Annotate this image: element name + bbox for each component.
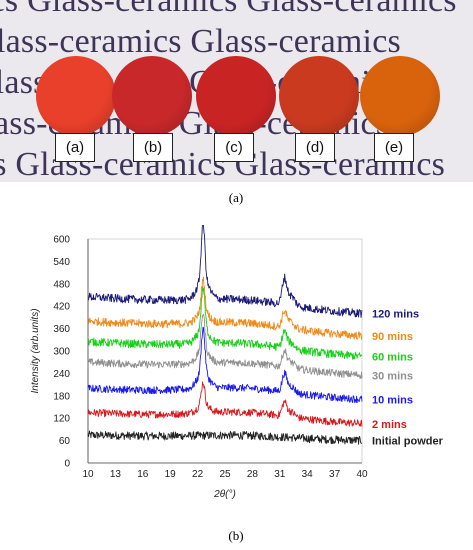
- y-tick-label: 180: [53, 391, 70, 402]
- background-text-line: ics Glass-ceramics Glass-ceramics: [0, 0, 457, 19]
- glass-ceramics-photo: ics Glass-ceramics Glass-ceramics lass-c…: [0, 0, 473, 182]
- y-tick-label: 120: [53, 414, 70, 425]
- y-axis-title: Intensity (arb.units): [30, 308, 41, 393]
- x-tick-label: 37: [329, 469, 341, 480]
- series-line-120-mins: [87, 225, 363, 318]
- x-tick-label: 22: [192, 469, 204, 480]
- y-tick-label: 420: [53, 302, 70, 313]
- sample-label-d: (d): [295, 133, 335, 162]
- sample-disk-b: [112, 56, 192, 136]
- series-label-initial-powder: Initial powder: [372, 436, 444, 448]
- series-line-2-mins: [87, 381, 363, 427]
- sample-disk-e: [360, 56, 440, 136]
- xrd-chart: 0 60 120 180 240 300 360 420 480 540 600 10 13 16 19 22…: [30, 225, 444, 500]
- y-tick-label: 480: [53, 279, 70, 290]
- series-label-60-mins: 60 mins: [372, 352, 413, 364]
- sample-label-b: (b): [133, 133, 173, 162]
- sample-label-c: (c): [214, 133, 254, 162]
- x-axis-title: 2θ(°): [213, 489, 236, 500]
- series-line-30-mins: [87, 313, 363, 379]
- background-text-line: lass-ceramics Glass-ceramics: [0, 23, 401, 60]
- y-tick-label: 540: [53, 257, 70, 268]
- panel-b-caption: (b): [228, 528, 244, 543]
- sample-disk-d: [279, 56, 359, 136]
- x-tick-label: 34: [302, 469, 314, 480]
- series-label-2-mins: 2 mins: [372, 419, 407, 431]
- x-tick-label: 31: [274, 469, 286, 480]
- series-line-10-mins: [87, 326, 363, 404]
- sample-label-a: (a): [55, 133, 95, 162]
- series-label-90-mins: 90 mins: [372, 331, 413, 343]
- y-tick-label: 600: [53, 235, 70, 246]
- x-tick-label: 13: [110, 469, 122, 480]
- x-tick-label: 25: [219, 469, 231, 480]
- series-label-30-mins: 30 mins: [372, 370, 413, 382]
- sample-disk-c: [196, 56, 276, 136]
- panel-a-caption: (a): [228, 190, 244, 205]
- x-tick-label: 10: [82, 469, 94, 480]
- y-tick-label: 0: [64, 459, 70, 470]
- series-line-90-mins: [87, 276, 363, 340]
- y-tick-label: 360: [53, 324, 70, 335]
- x-tick-label: 40: [356, 469, 368, 480]
- y-tick-label: 300: [53, 347, 70, 358]
- sample-label-e: (e): [374, 133, 414, 162]
- y-tick-label: 60: [59, 436, 71, 447]
- series-label-120-mins: 120 mins: [372, 309, 419, 321]
- x-tick-label: 19: [165, 469, 177, 480]
- x-tick-label: 28: [247, 469, 259, 480]
- x-tick-label: 16: [137, 469, 149, 480]
- y-tick-label: 240: [53, 369, 70, 380]
- series-line-initial-powder: [87, 430, 363, 445]
- sample-disk-a: [36, 56, 116, 136]
- series-line-60-mins: [87, 286, 363, 360]
- series-label-10-mins: 10 mins: [372, 395, 413, 407]
